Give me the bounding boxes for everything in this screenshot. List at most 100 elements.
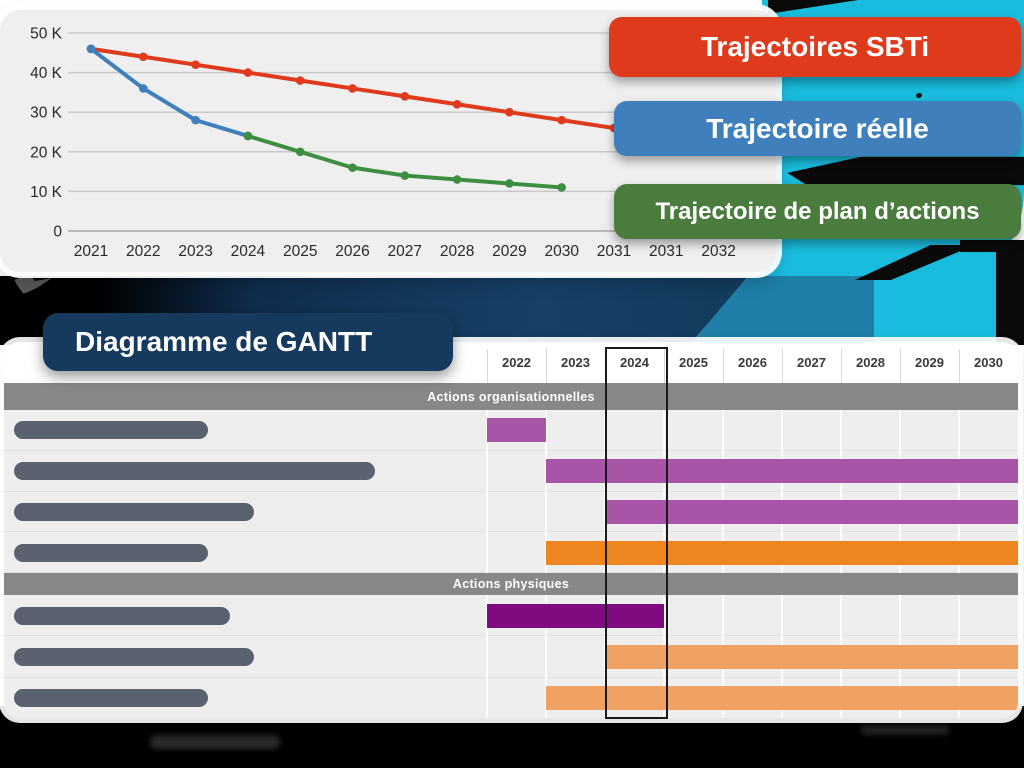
gantt-task-bar bbox=[487, 418, 546, 443]
gantt-year-cell: 2028 bbox=[856, 355, 885, 370]
gantt-year-cell: 2022 bbox=[502, 355, 531, 370]
x-axis-tick-label: 2024 bbox=[231, 243, 266, 260]
gantt-task-bar bbox=[546, 686, 1018, 711]
data-point bbox=[400, 92, 410, 101]
gantt-column-line bbox=[545, 636, 547, 678]
gantt-task-bar bbox=[605, 644, 1018, 669]
data-point bbox=[295, 76, 305, 85]
data-point bbox=[400, 171, 410, 180]
gantt-column-line bbox=[545, 410, 547, 451]
x-axis-tick-label: 2032 bbox=[701, 243, 735, 260]
data-point bbox=[557, 183, 566, 192]
gantt-column-line bbox=[781, 410, 783, 451]
gantt-year-cell: 2025 bbox=[679, 355, 708, 370]
data-point bbox=[243, 68, 253, 77]
data-point bbox=[139, 84, 148, 93]
gantt-section-band: Actions physiques bbox=[4, 573, 1018, 595]
data-point bbox=[295, 147, 305, 157]
gantt-column-line bbox=[722, 410, 724, 451]
data-point bbox=[348, 84, 357, 93]
legend-plan-actions: Trajectoire de plan d’actions bbox=[614, 184, 1021, 239]
data-point bbox=[243, 131, 253, 141]
gantt-year-cell: 2026 bbox=[738, 355, 767, 370]
gantt-column-line bbox=[722, 595, 724, 637]
gantt-section-band: Actions organisationnelles bbox=[4, 383, 1018, 410]
gantt-header-separator bbox=[546, 349, 547, 383]
data-point bbox=[191, 60, 200, 69]
year-2024-highlight-box bbox=[605, 347, 668, 719]
gantt-year-cell: 2024 bbox=[620, 355, 649, 370]
gantt-year-cell: 2027 bbox=[797, 355, 826, 370]
gantt-year-cell: 2023 bbox=[561, 355, 590, 370]
gantt-title-label: Diagramme de GANTT bbox=[75, 326, 373, 357]
gantt-task-label-pill bbox=[14, 462, 375, 481]
data-point bbox=[191, 115, 200, 125]
x-axis-tick-label: 2029 bbox=[492, 243, 526, 260]
gantt-column-line bbox=[840, 595, 842, 637]
gantt-task-label-pill bbox=[14, 543, 208, 562]
gantt-header-separator bbox=[664, 349, 665, 383]
gantt-column-line bbox=[958, 595, 960, 637]
gantt-column-line bbox=[899, 410, 901, 451]
gantt-column-line bbox=[663, 595, 665, 637]
data-point bbox=[86, 44, 96, 54]
gantt-column-line bbox=[486, 532, 488, 573]
x-axis-tick-label: 2030 bbox=[544, 243, 579, 260]
y-axis-tick-label: 0 bbox=[53, 224, 62, 241]
gantt-column-line bbox=[545, 491, 547, 533]
y-axis-tick-label: 20 K bbox=[30, 144, 63, 161]
gantt-year-cell: 2030 bbox=[974, 355, 1003, 370]
gantt-header-separator bbox=[841, 349, 842, 383]
gantt-header-separator bbox=[723, 349, 724, 383]
legend-reelle: Trajectoire réelle bbox=[614, 101, 1021, 156]
gantt-column-line bbox=[486, 491, 488, 533]
gantt-column-line bbox=[781, 595, 783, 637]
data-point bbox=[505, 107, 514, 117]
x-axis-tick-label: 2022 bbox=[126, 243, 160, 260]
gantt-column-line bbox=[486, 677, 488, 718]
gantt-column-line bbox=[958, 410, 960, 451]
gantt-task-label-pill bbox=[14, 647, 254, 666]
legend-sbti: Trajectoires SBTi bbox=[609, 17, 1021, 77]
gantt-task-bar bbox=[605, 499, 1018, 524]
gantt-header-separator bbox=[782, 349, 783, 383]
y-axis-tick-label: 40 K bbox=[30, 65, 63, 82]
gantt-title: Diagramme de GANTT bbox=[43, 313, 453, 371]
gantt-task-label-pill bbox=[14, 421, 208, 440]
data-point bbox=[505, 179, 514, 188]
gantt-column-line bbox=[899, 595, 901, 637]
x-axis-tick-label: 2031 bbox=[597, 243, 631, 260]
gantt-task-label-pill bbox=[14, 689, 208, 708]
y-axis-tick-label: 30 K bbox=[30, 105, 63, 122]
x-axis-tick-label: 2023 bbox=[178, 243, 212, 260]
gantt-header-separator bbox=[487, 349, 488, 383]
gantt-header-separator bbox=[959, 349, 960, 383]
data-point bbox=[139, 52, 148, 62]
bottom-band-smudge bbox=[150, 735, 280, 749]
gantt-task-label-pill bbox=[14, 502, 254, 521]
gantt-task-bar bbox=[487, 603, 664, 628]
x-axis-tick-label: 2027 bbox=[388, 243, 422, 260]
gantt-year-cell: 2029 bbox=[915, 355, 944, 370]
legend-plan-actions-label: Trajectoire de plan d’actions bbox=[655, 197, 980, 225]
gantt-task-bar bbox=[546, 459, 1018, 484]
gantt-header-separator bbox=[900, 349, 901, 383]
legend-sbti-label: Trajectoires SBTi bbox=[700, 31, 930, 62]
data-point bbox=[452, 99, 462, 109]
y-axis-tick-label: 10 K bbox=[30, 184, 63, 201]
data-point bbox=[557, 115, 566, 125]
x-axis-tick-label: 2031 bbox=[649, 243, 683, 260]
gantt-column-line bbox=[486, 450, 488, 492]
gantt-column-line bbox=[663, 410, 665, 451]
x-axis-tick-label: 2021 bbox=[74, 243, 108, 260]
gantt-task-bar bbox=[546, 540, 1018, 565]
x-axis-tick-label: 2026 bbox=[335, 243, 369, 260]
data-point bbox=[452, 175, 462, 184]
legend-reelle-label: Trajectoire réelle bbox=[706, 112, 929, 144]
data-point bbox=[348, 163, 357, 172]
gantt-task-label-pill bbox=[14, 606, 230, 625]
gantt-chart-card: 2022 2023 2024 2025 2026 2027 2028 2029 2030 Acti… bbox=[4, 342, 1018, 718]
x-axis-tick-label: 2025 bbox=[283, 243, 317, 260]
gantt-column-line bbox=[840, 410, 842, 451]
